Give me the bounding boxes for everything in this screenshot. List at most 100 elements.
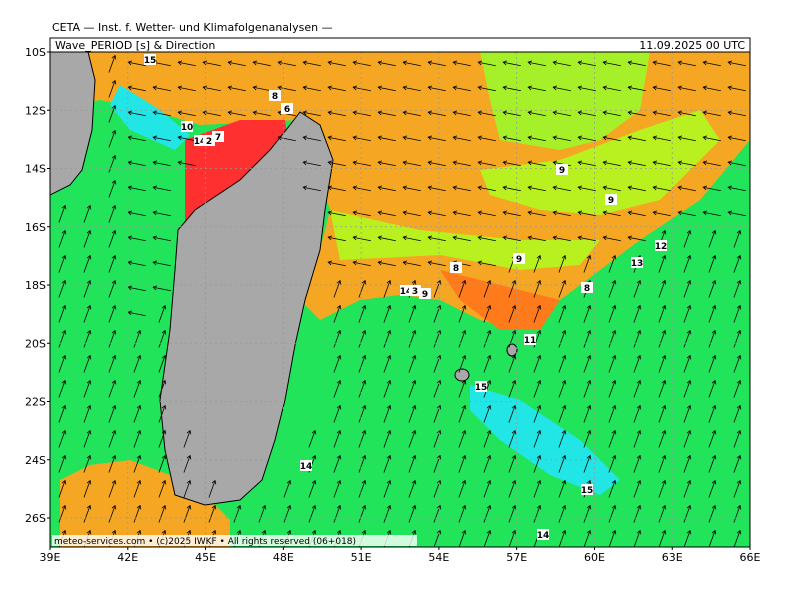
lat-label: 12S xyxy=(25,104,46,117)
wave-arrow xyxy=(58,279,67,298)
wave-arrow xyxy=(602,85,621,92)
wave-arrow xyxy=(152,110,171,117)
wave-arrow xyxy=(202,60,221,67)
contour-label: 13 xyxy=(631,259,644,269)
wave-arrow xyxy=(83,204,92,223)
wave-arrow xyxy=(177,135,196,142)
contour-label: 9 xyxy=(559,166,565,176)
wave-arrow xyxy=(252,60,271,67)
contour-label-bg xyxy=(655,240,667,251)
wave-arrow xyxy=(183,479,192,498)
wave-arrow xyxy=(452,185,471,192)
wave-arrow xyxy=(108,229,117,248)
wave-arrow xyxy=(452,210,471,217)
wave-arrow xyxy=(133,354,142,373)
wave-arrow xyxy=(158,379,167,398)
wave-arrow xyxy=(508,454,517,473)
period-field-cyan xyxy=(110,85,190,150)
contour-label: 15 xyxy=(581,486,594,496)
wave-arrow xyxy=(458,404,467,423)
wave-arrow xyxy=(583,354,592,373)
wave-arrow xyxy=(477,185,496,192)
wave-arrow xyxy=(308,479,317,498)
wave-arrow xyxy=(108,254,117,273)
wave-arrow xyxy=(708,529,717,547)
wave-arrow xyxy=(477,260,496,267)
lon-label: 48E xyxy=(273,551,294,564)
wave-arrow xyxy=(183,504,192,523)
wave-arrow xyxy=(158,329,167,348)
wave-arrow xyxy=(733,479,742,498)
wave-arrow xyxy=(377,85,396,92)
wave-arrow xyxy=(727,60,746,67)
wave-arrow xyxy=(633,354,642,373)
contour-label-bg xyxy=(203,135,215,146)
wave-arrow xyxy=(708,229,717,248)
contour-label: 3 xyxy=(412,287,418,297)
wave-arrow xyxy=(358,504,367,523)
wave-arrow xyxy=(558,479,567,498)
wave-arrow xyxy=(577,235,596,242)
wave-arrow xyxy=(558,254,567,273)
contour-label-bg xyxy=(281,103,293,114)
source-title: CETA — Inst. f. Wetter- und Klimafolgena… xyxy=(52,21,333,34)
wave-arrow xyxy=(633,279,642,298)
wave-arrow xyxy=(377,160,396,167)
contour-label-bg xyxy=(144,54,156,65)
wave-arrow xyxy=(708,429,717,448)
wave-arrow xyxy=(402,185,421,192)
lon-label: 54E xyxy=(428,551,449,564)
contour-label-bg xyxy=(269,90,281,101)
period-field-orange xyxy=(60,460,230,547)
wave-arrow xyxy=(652,185,671,192)
wave-arrow xyxy=(277,85,296,92)
wave-arrow xyxy=(177,160,196,167)
wave-arrow xyxy=(108,379,117,398)
wave-arrow xyxy=(227,60,246,67)
wave-arrow xyxy=(533,379,542,398)
wave-arrow xyxy=(377,260,396,267)
wave-arrow xyxy=(608,279,617,298)
wave-arrow xyxy=(602,135,621,142)
contour-label: 7 xyxy=(215,133,221,143)
wave-arrow xyxy=(108,329,117,348)
wave-arrow xyxy=(677,135,696,142)
wave-arrow xyxy=(583,529,592,547)
contour-label-bg xyxy=(581,484,593,495)
wave-arrow xyxy=(683,379,692,398)
wave-arrow xyxy=(377,110,396,117)
wave-arrow xyxy=(677,210,696,217)
lon-label: 51E xyxy=(351,551,372,564)
wave-arrow xyxy=(683,229,692,248)
contour-label-bg xyxy=(181,121,193,132)
wave-arrow xyxy=(733,254,742,273)
mauritius-land xyxy=(506,343,518,357)
lon-label: 63E xyxy=(662,551,683,564)
wave-arrow xyxy=(477,235,496,242)
wave-arrow xyxy=(683,279,692,298)
wave-arrow xyxy=(308,504,317,523)
wave-arrow xyxy=(733,229,742,248)
wave-arrow xyxy=(408,404,417,423)
wave-arrow xyxy=(733,329,742,348)
wave-arrow xyxy=(502,60,521,67)
wave-arrow xyxy=(408,329,417,348)
wave-arrow xyxy=(633,454,642,473)
wave-arrow xyxy=(327,260,346,267)
wave-arrow xyxy=(502,135,521,142)
wave-arrow xyxy=(658,354,667,373)
wave-arrow xyxy=(677,60,696,67)
contour-label: 8 xyxy=(272,92,278,102)
wave-arrow xyxy=(677,160,696,167)
wave-arrow xyxy=(58,454,67,473)
wave-arrow xyxy=(152,235,171,242)
wave-arrow xyxy=(427,60,446,67)
contour-label-bg xyxy=(400,285,412,296)
wave-arrow xyxy=(727,160,746,167)
wave-arrow xyxy=(108,104,117,123)
wave-arrow xyxy=(708,454,717,473)
wave-arrow xyxy=(708,379,717,398)
wave-arrow xyxy=(58,504,67,523)
wave-arrow xyxy=(702,135,721,142)
wave-arrow xyxy=(133,454,142,473)
